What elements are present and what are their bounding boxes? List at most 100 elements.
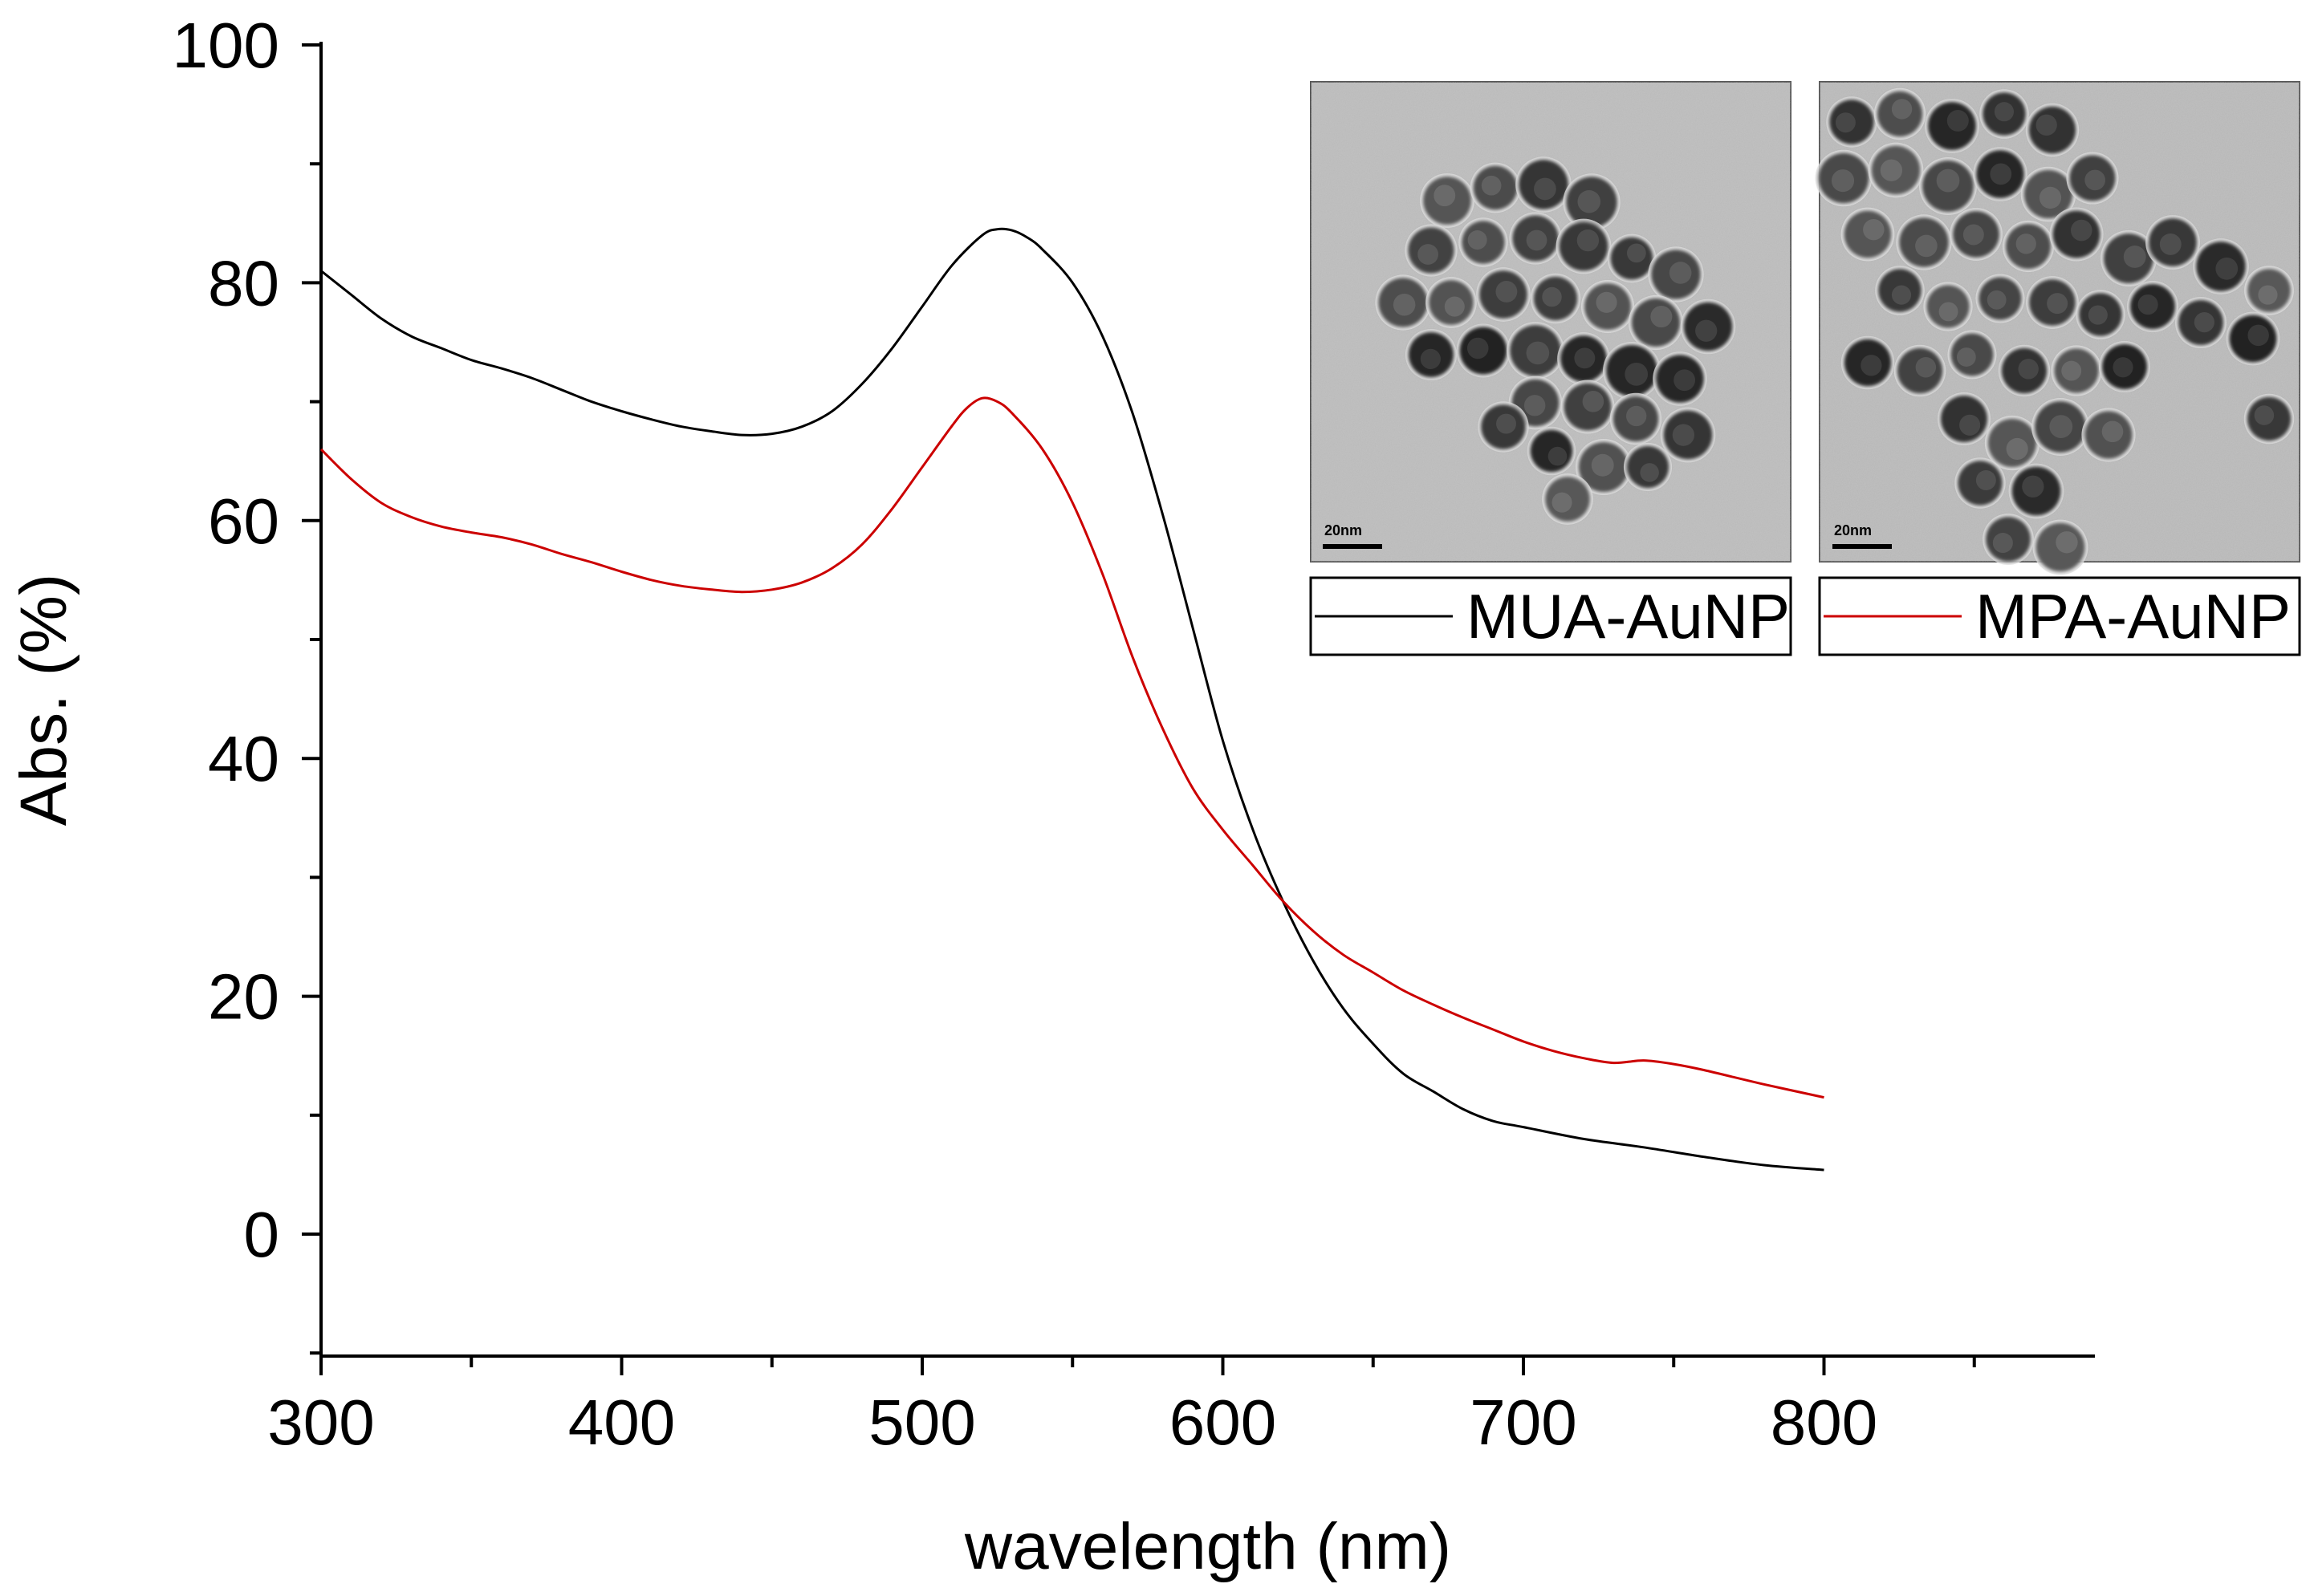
particle-contrast [2006,437,2028,461]
particle-contrast [2137,294,2158,315]
particle-contrast [2088,305,2108,325]
legend-label-mpa: MPA-AuNP [1975,581,2291,652]
particle-contrast [2047,293,2068,315]
particle-contrast [1526,341,1550,365]
particle-contrast [2039,186,2062,209]
nanoparticle-cluster-mpa [1815,87,2295,575]
particle-contrast [1672,424,1695,446]
particle-contrast [1523,395,1546,416]
nanoparticle-cluster-mua [1375,156,1736,525]
particle-contrast [1640,463,1659,482]
series-layer [319,227,1824,1172]
particle-contrast [1695,319,1718,342]
particle-contrast [1650,306,1673,328]
particle-contrast [1547,446,1568,466]
particle-contrast [1481,175,1502,196]
particle-contrast [2035,114,2057,136]
scale-label-mua: 20nm [1324,522,1362,538]
particle-contrast [1577,189,1601,213]
particle-contrast [1936,169,1960,193]
particle-contrast [2254,405,2275,425]
particle-contrast [1626,243,1646,263]
particle-contrast [2061,360,2082,381]
particle-contrast [1420,348,1441,369]
particle-contrast [1591,453,1614,477]
particle-contrast [1915,356,1937,378]
particle-contrast [1835,112,1856,133]
y-ticks: 0 20 40 60 80 100 [173,10,321,1355]
particle-contrast [1496,413,1517,434]
x-axis-title: wavelength (nm) [964,1510,1451,1583]
particle-contrast [2215,257,2239,280]
particle-contrast [1574,347,1596,369]
particle-contrast [1534,177,1556,201]
particle-contrast [2018,359,2039,380]
particle-contrast [1990,163,2012,185]
particle-contrast [2084,169,2106,191]
inset-mpa: 20nm MPA-AuNP [1815,81,2301,656]
particle-contrast [1861,355,1882,376]
scale-label-mpa: 20nm [1834,522,1872,538]
particle-contrast [2022,475,2044,497]
particle-contrast [2159,233,2182,255]
particle-contrast [1551,492,1572,513]
x-tick-label: 400 [568,1387,675,1458]
x-tick-label: 800 [1771,1387,1877,1458]
particle-contrast [1669,262,1692,284]
particle-contrast [1526,229,1547,251]
inset-mua: 20nm MUA-AuNP [1309,81,1792,656]
particle-contrast [1495,281,1518,303]
particle-contrast [1891,99,1913,120]
particle-contrast [1880,159,1903,181]
particle-contrast [1673,369,1696,392]
y-tick-label: 0 [244,1199,280,1270]
particle-contrast [1946,109,1969,132]
particle-contrast [1417,244,1439,265]
particle-contrast [1393,293,1416,316]
particle-contrast [2101,420,2124,443]
series-line-mua-aunp [320,227,1824,1172]
particle-contrast [1992,532,2013,554]
y-tick-label: 20 [208,961,279,1033]
y-tick-label: 60 [208,485,279,557]
x-tick-label: 700 [1470,1387,1576,1458]
x-tick-label: 600 [1169,1387,1276,1458]
particle-contrast [1596,291,1617,313]
particle-contrast [1467,230,1487,250]
particle-contrast [2113,357,2133,378]
particle-contrast [1915,234,1938,258]
particle-contrast [1962,224,1984,246]
particle-contrast [1582,391,1604,412]
y-tick-label: 100 [173,10,279,81]
y-axis-title: Abs. (%) [7,574,80,826]
particle-contrast [2049,415,2073,438]
particle-contrast [1938,302,1958,322]
particle-contrast [1831,169,1855,193]
particle-contrast [1625,362,1649,386]
particle-contrast [2056,531,2078,554]
particle-contrast [2070,219,2092,242]
particle-contrast [1542,286,1562,307]
particle-contrast [1959,414,1981,436]
particle-contrast [2123,246,2146,268]
x-tick-label: 500 [868,1387,975,1458]
y-tick-label: 80 [208,247,279,319]
particle-contrast [2194,312,2214,333]
legend-label-mua: MUA-AuNP [1466,581,1790,652]
particle-contrast [1956,347,1976,367]
particle-contrast [1444,296,1465,317]
particle-contrast [2247,324,2269,347]
particle-contrast [1626,405,1647,427]
particle-contrast [2258,285,2278,305]
particle-contrast [1466,337,1489,359]
particle-contrast [1987,290,2007,310]
y-tick-label: 40 [208,723,279,794]
particle-contrast [1576,229,1600,252]
series-line-mpa-aunp [319,396,1824,1099]
particle-contrast [1975,469,1996,490]
particle-contrast [1434,185,1456,207]
particle-contrast [1863,218,1885,241]
particle-contrast [2015,234,2036,254]
x-tick-label: 300 [267,1387,374,1458]
